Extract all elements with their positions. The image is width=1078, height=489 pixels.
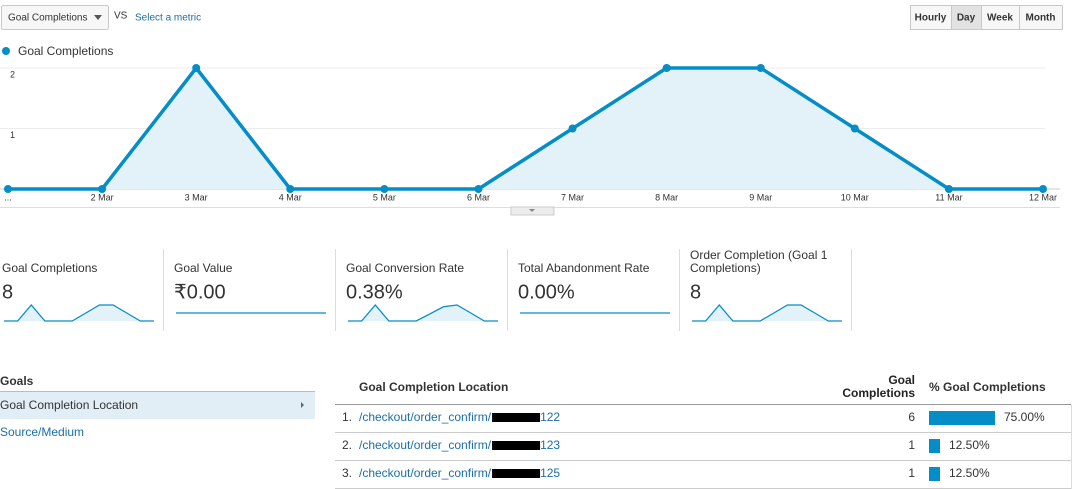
x-tick-label: 5 Mar	[373, 192, 396, 202]
point[interactable]	[192, 64, 201, 72]
completions: 1	[908, 466, 915, 480]
compare-link[interactable]: Select a metric	[135, 13, 201, 24]
percent-bar	[929, 467, 940, 481]
metric-select[interactable]	[1, 5, 109, 30]
scorecard-value: ₹0.00	[174, 281, 226, 303]
percent-label: 75.00%	[1004, 410, 1045, 424]
percent-bar	[929, 439, 940, 453]
point[interactable]	[756, 64, 765, 72]
x-tick-label: 7 Mar	[561, 192, 584, 202]
point[interactable]	[98, 185, 107, 193]
period-button-label[interactable]: Month	[1026, 13, 1056, 24]
x-tick-label: 10 Mar	[841, 192, 869, 202]
y-tick-label: 2	[10, 69, 15, 79]
period-button-label[interactable]: Hourly	[915, 13, 947, 24]
y-tick-label: 1	[10, 130, 15, 140]
point[interactable]	[380, 185, 389, 193]
column-header[interactable]: % Goal Completions	[929, 380, 1046, 394]
period-button-label[interactable]: Day	[957, 13, 976, 24]
point[interactable]	[944, 185, 953, 193]
completions: 6	[908, 410, 915, 424]
sparkline	[4, 303, 154, 322]
legend-label: Goal Completions	[18, 44, 113, 58]
scorecard-title: Goal Conversion Rate	[346, 261, 465, 275]
percent-bar	[929, 411, 995, 425]
x-tick-label: 11 Mar	[935, 192, 962, 202]
location-link[interactable]: 125	[540, 466, 560, 480]
x-tick-label: 2 Mar	[91, 192, 114, 202]
location-link[interactable]: 123	[540, 438, 560, 452]
redaction	[492, 441, 541, 450]
dimension-heading: Goals	[0, 374, 34, 388]
period-button[interactable]	[951, 5, 982, 30]
sparkline-area	[4, 305, 154, 321]
completions: 1	[908, 438, 915, 452]
location-link[interactable]: 122	[540, 410, 560, 424]
dimension-arrow	[301, 402, 304, 408]
period-button-label[interactable]: Week	[987, 13, 1013, 24]
dimension-item[interactable]: Source/Medium	[0, 425, 84, 439]
vs-label: VS	[114, 11, 128, 22]
line	[8, 66, 1043, 191]
x-tick-label: 9 Mar	[749, 192, 772, 202]
point[interactable]	[1039, 185, 1047, 193]
row-index: 1.	[342, 410, 352, 424]
column-header[interactable]: Goal Completions	[842, 373, 915, 400]
point[interactable]	[286, 185, 295, 193]
dimension-selected-bg	[0, 392, 315, 419]
scorecard-value: 8	[2, 281, 13, 303]
location-link[interactable]: /checkout/order_confirm/	[359, 410, 492, 424]
sparkline	[348, 303, 498, 322]
scorecard-value: 0.38%	[346, 281, 403, 303]
dimension-item[interactable]: Goal Completion Location	[0, 398, 138, 412]
sparkline-area	[692, 305, 842, 321]
point[interactable]	[850, 124, 859, 133]
location-link[interactable]: /checkout/order_confirm/	[359, 438, 492, 452]
percent-label: 12.50%	[949, 438, 990, 452]
x-tick-label: ...	[4, 192, 12, 202]
point[interactable]	[474, 185, 483, 193]
redaction	[492, 469, 541, 478]
redaction	[492, 413, 541, 422]
row-index: 2.	[342, 438, 352, 452]
scorecard-value: 8	[690, 281, 701, 303]
dropdown-arrow	[94, 15, 102, 20]
scorecard-title: Total Abandonment Rate	[518, 261, 650, 275]
metric-select-label: Goal Completions	[8, 13, 87, 24]
point[interactable]	[662, 64, 671, 72]
row-index: 3.	[342, 466, 352, 480]
scorecard-title: Order Completion (Goal 1 Completions)	[690, 248, 828, 275]
scorecard-value: 0.00%	[518, 281, 575, 303]
location-link[interactable]: /checkout/order_confirm/	[359, 466, 492, 480]
x-tick-label: 3 Mar	[185, 192, 208, 202]
scorecard-title: Goal Completions	[2, 261, 98, 275]
point[interactable]	[568, 124, 577, 133]
percent-label: 12.50%	[949, 466, 990, 480]
x-tick-label: 8 Mar	[655, 192, 678, 202]
sparkline-area	[348, 305, 498, 321]
scorecard-title: Goal Value	[174, 261, 233, 275]
x-tick-label: 6 Mar	[467, 192, 490, 202]
x-tick-label: 4 Mar	[279, 192, 302, 202]
column-header: Goal Completion Location	[359, 380, 508, 394]
point[interactable]	[4, 185, 12, 193]
period-button[interactable]	[981, 5, 1020, 30]
collapse-arrow	[529, 209, 535, 212]
x-tick-label: 12 Mar	[1029, 192, 1057, 202]
sparkline	[692, 303, 842, 322]
period-button[interactable]	[1019, 5, 1063, 30]
legend-marker	[2, 47, 10, 55]
